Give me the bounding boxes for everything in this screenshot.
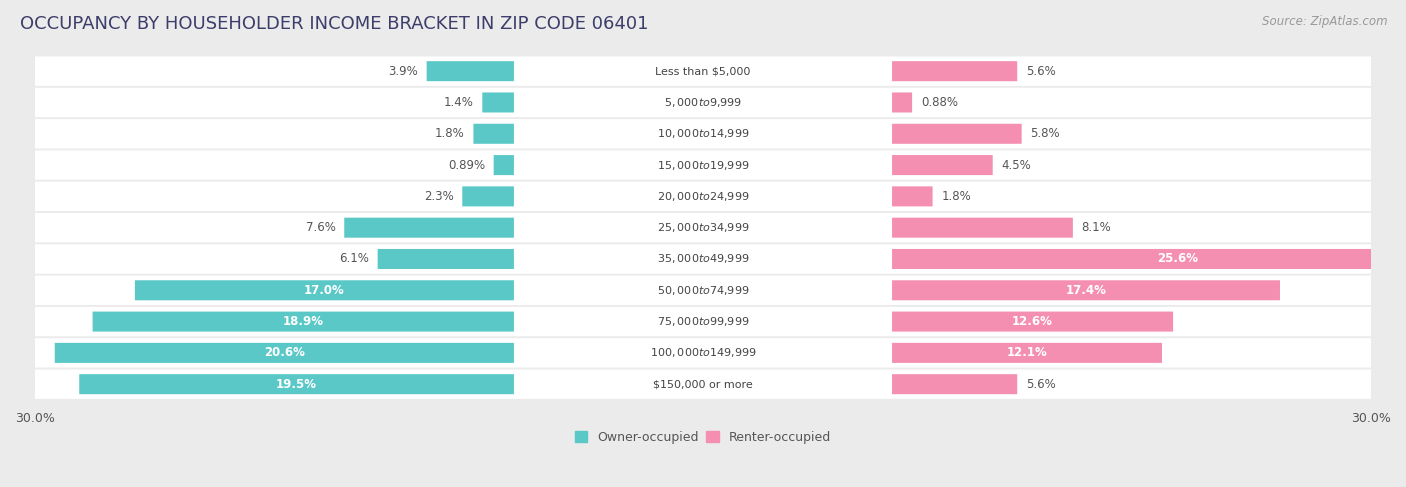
Text: 4.5%: 4.5% <box>1001 159 1031 171</box>
FancyBboxPatch shape <box>35 370 1371 399</box>
Text: Less than $5,000: Less than $5,000 <box>655 66 751 76</box>
Text: 12.6%: 12.6% <box>1012 315 1053 328</box>
FancyBboxPatch shape <box>93 312 515 332</box>
FancyBboxPatch shape <box>35 182 1371 211</box>
Text: 2.3%: 2.3% <box>423 190 454 203</box>
Text: 8.1%: 8.1% <box>1081 221 1111 234</box>
FancyBboxPatch shape <box>891 343 1161 363</box>
Text: 25.6%: 25.6% <box>1157 252 1198 265</box>
FancyBboxPatch shape <box>891 187 932 206</box>
FancyBboxPatch shape <box>344 218 515 238</box>
FancyBboxPatch shape <box>35 338 1371 368</box>
Text: 17.0%: 17.0% <box>304 284 344 297</box>
Text: 1.4%: 1.4% <box>444 96 474 109</box>
FancyBboxPatch shape <box>891 249 1406 269</box>
FancyBboxPatch shape <box>482 93 515 112</box>
Text: $35,000 to $49,999: $35,000 to $49,999 <box>657 252 749 265</box>
Text: $100,000 to $149,999: $100,000 to $149,999 <box>650 346 756 359</box>
FancyBboxPatch shape <box>55 343 515 363</box>
FancyBboxPatch shape <box>35 276 1371 305</box>
FancyBboxPatch shape <box>378 249 515 269</box>
Text: $15,000 to $19,999: $15,000 to $19,999 <box>657 159 749 171</box>
FancyBboxPatch shape <box>891 218 1073 238</box>
Text: 20.6%: 20.6% <box>264 346 305 359</box>
FancyBboxPatch shape <box>463 187 515 206</box>
Text: $50,000 to $74,999: $50,000 to $74,999 <box>657 284 749 297</box>
Text: Source: ZipAtlas.com: Source: ZipAtlas.com <box>1263 15 1388 28</box>
FancyBboxPatch shape <box>891 374 1017 394</box>
Text: 5.8%: 5.8% <box>1031 127 1060 140</box>
FancyBboxPatch shape <box>35 244 1371 274</box>
FancyBboxPatch shape <box>135 280 515 300</box>
Text: 1.8%: 1.8% <box>941 190 972 203</box>
FancyBboxPatch shape <box>35 307 1371 337</box>
FancyBboxPatch shape <box>35 119 1371 149</box>
FancyBboxPatch shape <box>494 155 515 175</box>
FancyBboxPatch shape <box>891 155 993 175</box>
Text: $25,000 to $34,999: $25,000 to $34,999 <box>657 221 749 234</box>
FancyBboxPatch shape <box>35 213 1371 243</box>
FancyBboxPatch shape <box>474 124 515 144</box>
Text: 0.89%: 0.89% <box>449 159 485 171</box>
Text: $75,000 to $99,999: $75,000 to $99,999 <box>657 315 749 328</box>
FancyBboxPatch shape <box>891 124 1022 144</box>
FancyBboxPatch shape <box>35 150 1371 180</box>
Text: $5,000 to $9,999: $5,000 to $9,999 <box>664 96 742 109</box>
FancyBboxPatch shape <box>891 61 1017 81</box>
Text: 5.6%: 5.6% <box>1026 378 1056 391</box>
FancyBboxPatch shape <box>35 88 1371 117</box>
Text: 19.5%: 19.5% <box>276 378 318 391</box>
Text: 18.9%: 18.9% <box>283 315 323 328</box>
FancyBboxPatch shape <box>891 93 912 112</box>
Text: 12.1%: 12.1% <box>1007 346 1047 359</box>
FancyBboxPatch shape <box>79 374 515 394</box>
FancyBboxPatch shape <box>891 280 1279 300</box>
FancyBboxPatch shape <box>426 61 515 81</box>
Text: 7.6%: 7.6% <box>305 221 336 234</box>
Text: $20,000 to $24,999: $20,000 to $24,999 <box>657 190 749 203</box>
Text: 3.9%: 3.9% <box>388 65 418 77</box>
Text: 6.1%: 6.1% <box>339 252 368 265</box>
Text: $150,000 or more: $150,000 or more <box>654 379 752 389</box>
FancyBboxPatch shape <box>35 56 1371 86</box>
Text: 17.4%: 17.4% <box>1066 284 1107 297</box>
FancyBboxPatch shape <box>891 312 1173 332</box>
Text: 5.6%: 5.6% <box>1026 65 1056 77</box>
Text: 0.88%: 0.88% <box>921 96 957 109</box>
Text: 1.8%: 1.8% <box>434 127 465 140</box>
Legend: Owner-occupied, Renter-occupied: Owner-occupied, Renter-occupied <box>575 431 831 444</box>
Text: OCCUPANCY BY HOUSEHOLDER INCOME BRACKET IN ZIP CODE 06401: OCCUPANCY BY HOUSEHOLDER INCOME BRACKET … <box>20 15 648 33</box>
Text: $10,000 to $14,999: $10,000 to $14,999 <box>657 127 749 140</box>
